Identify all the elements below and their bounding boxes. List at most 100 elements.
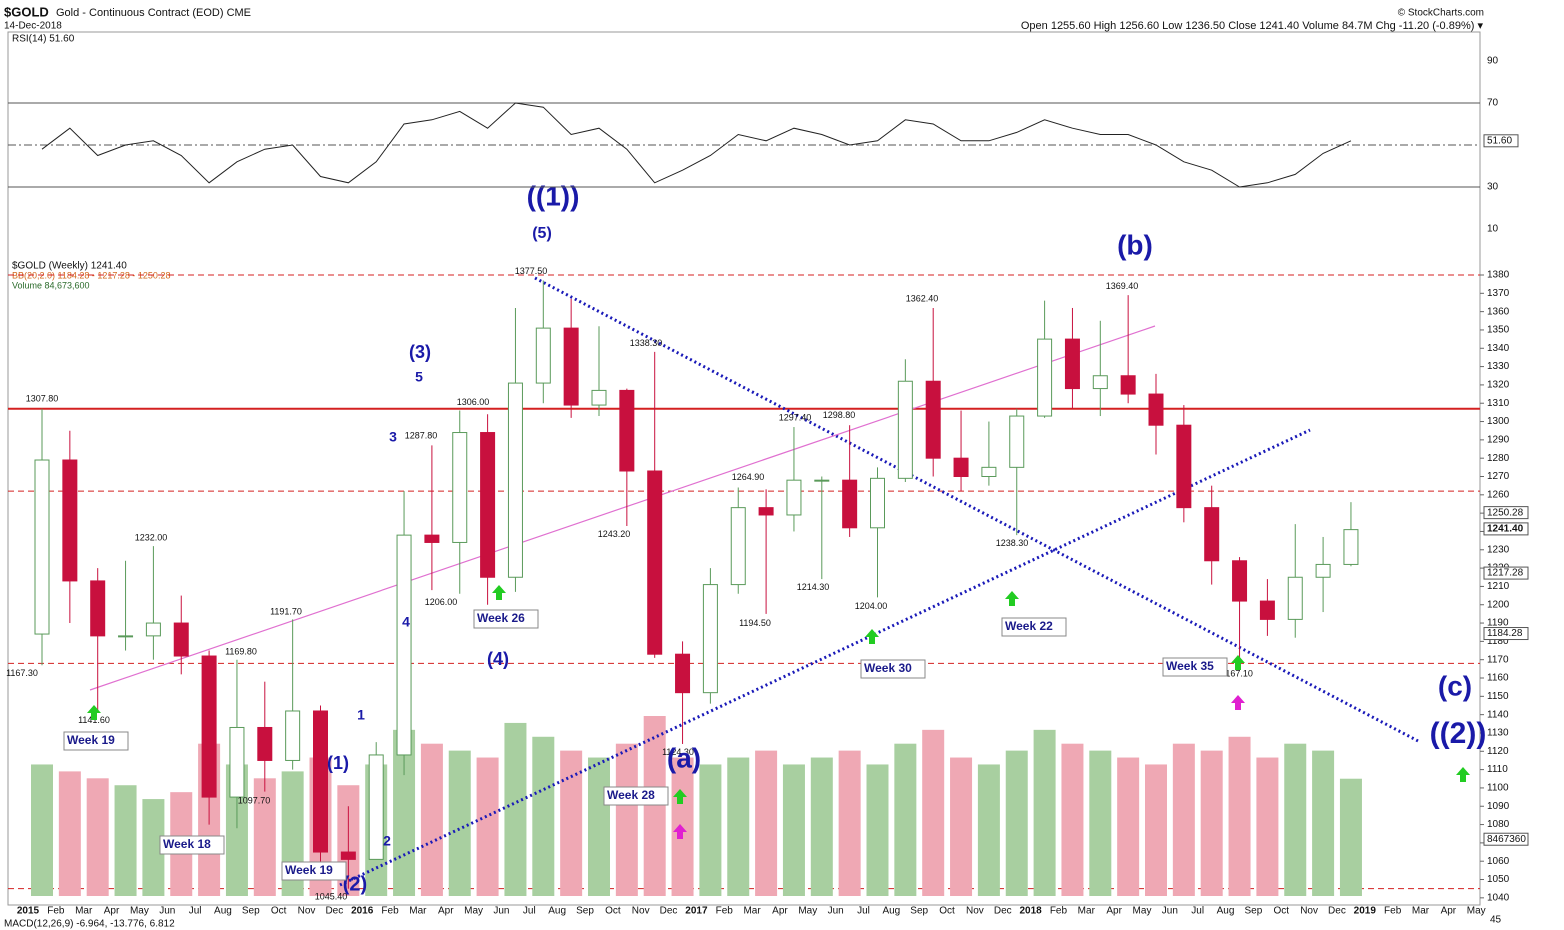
x-tick-label: Sep bbox=[576, 906, 594, 917]
volume-bar bbox=[1284, 743, 1307, 896]
candle-body bbox=[313, 710, 328, 853]
candle-body bbox=[1148, 393, 1164, 426]
x-tick-label: Dec bbox=[660, 906, 678, 917]
y-tick-label: 1060 bbox=[1487, 856, 1510, 867]
week-label: Week 26 bbox=[477, 611, 525, 625]
candle-body bbox=[1064, 338, 1080, 390]
y-tick-label: 1140 bbox=[1487, 709, 1509, 720]
x-tick-label: Dec bbox=[1328, 906, 1346, 917]
volume-bar bbox=[476, 757, 499, 896]
week-label: Week 30 bbox=[864, 661, 912, 675]
price-annotation: 1362.40 bbox=[906, 294, 939, 304]
price-annotation: 1369.40 bbox=[1106, 281, 1139, 291]
y-tick-label: 1170 bbox=[1487, 654, 1509, 665]
price-annotation: 1307.80 bbox=[26, 394, 59, 404]
week-box bbox=[473, 609, 539, 629]
volume-bar bbox=[1117, 757, 1140, 896]
x-tick-label: 2018 bbox=[1019, 906, 1042, 917]
candle-body bbox=[285, 710, 301, 761]
candle-body bbox=[396, 534, 412, 756]
arrow bbox=[492, 585, 506, 600]
candle-body bbox=[1037, 338, 1053, 417]
week-box bbox=[1162, 657, 1228, 677]
x-tick-label: Jul bbox=[1191, 906, 1204, 917]
week-box bbox=[63, 731, 129, 751]
rsi-tick-label: 10 bbox=[1487, 224, 1499, 235]
y-tick-label: 1260 bbox=[1487, 489, 1510, 500]
price-annotation: 1287.80 bbox=[405, 430, 438, 440]
x-tick-label: Aug bbox=[882, 906, 900, 917]
volume-bar bbox=[1172, 743, 1195, 896]
y-tick-label: 1370 bbox=[1487, 288, 1510, 299]
x-tick-label: Jul bbox=[523, 906, 536, 917]
wave-label: ((2)) bbox=[1430, 717, 1487, 750]
axis-label-box bbox=[1483, 566, 1529, 580]
x-tick-label: Apr bbox=[1106, 906, 1122, 917]
price-annotation: 1306.00 bbox=[457, 397, 490, 407]
y-tick-label: 1320 bbox=[1487, 380, 1510, 391]
x-tick-label: Dec bbox=[325, 906, 343, 917]
price-annotation: 1204.00 bbox=[855, 601, 888, 611]
x-tick-label: Aug bbox=[1217, 906, 1235, 917]
x-tick-label: 2019 bbox=[1354, 906, 1377, 917]
candle-body bbox=[647, 470, 663, 655]
trend-line bbox=[534, 276, 1421, 744]
wave-label: 1 bbox=[357, 707, 365, 723]
x-tick-label: Jun bbox=[828, 906, 844, 917]
price-annotation: 1264.90 bbox=[732, 472, 765, 482]
x-tick-label: Nov bbox=[632, 906, 650, 917]
x-tick-label: Nov bbox=[1300, 906, 1318, 917]
x-tick-label: Jul bbox=[189, 906, 202, 917]
candle-body bbox=[1092, 375, 1108, 390]
y-tick-label: 1150 bbox=[1487, 691, 1509, 702]
price-annotation: 1232.00 bbox=[135, 532, 168, 542]
volume-bar bbox=[1145, 764, 1167, 896]
candle-body bbox=[1287, 576, 1303, 620]
price-annotation: 1194.50 bbox=[739, 618, 771, 628]
candle-body bbox=[34, 459, 50, 635]
macd-tick: 45 bbox=[1490, 915, 1502, 926]
arrow bbox=[1456, 767, 1470, 782]
y-tick-label: 1180 bbox=[1487, 636, 1509, 647]
candle-body bbox=[675, 653, 691, 694]
candle-body bbox=[953, 457, 969, 478]
candle-body bbox=[257, 726, 273, 761]
x-tick-label: Jun bbox=[1162, 906, 1178, 917]
volume-bar bbox=[114, 785, 137, 896]
axis-label: 1250.28 bbox=[1487, 507, 1524, 518]
price-annotation: 1167.30 bbox=[6, 668, 38, 678]
x-tick-label: Mar bbox=[409, 906, 427, 917]
candle-body bbox=[535, 327, 551, 384]
y-tick-label: 1130 bbox=[1487, 728, 1509, 739]
y-tick-label: 1300 bbox=[1487, 416, 1510, 427]
candle-body bbox=[340, 851, 356, 860]
candle-body bbox=[563, 327, 579, 406]
wave-label: (a) bbox=[667, 742, 701, 773]
axis-label-box bbox=[1483, 134, 1519, 148]
week-label: Week 35 bbox=[1166, 659, 1214, 673]
x-tick-label: Apr bbox=[104, 906, 120, 917]
candle-body bbox=[730, 507, 746, 586]
y-tick-label: 1110 bbox=[1487, 764, 1508, 775]
wave-label: (1) bbox=[327, 753, 349, 773]
candle-body bbox=[229, 726, 245, 798]
x-tick-label: May bbox=[798, 906, 817, 917]
y-tick-label: 1090 bbox=[1487, 801, 1510, 812]
rsi-line bbox=[41, 102, 1352, 188]
y-tick-label: 1340 bbox=[1487, 343, 1510, 354]
x-tick-label: Oct bbox=[939, 906, 955, 917]
volume-bar bbox=[1005, 750, 1028, 896]
y-tick-label: 1350 bbox=[1487, 325, 1510, 336]
candle-body bbox=[591, 389, 607, 406]
x-tick-label: Aug bbox=[214, 906, 232, 917]
x-tick-label: Apr bbox=[438, 906, 454, 917]
candle-body bbox=[1204, 507, 1220, 562]
y-tick-label: 1100 bbox=[1487, 783, 1509, 794]
wave-label: (b) bbox=[1117, 229, 1153, 260]
volume-bar bbox=[1339, 778, 1362, 896]
price-annotation: 1167.10 bbox=[1221, 668, 1253, 678]
volume-bar bbox=[727, 757, 750, 896]
candle-body bbox=[1009, 415, 1025, 468]
x-tick-label: Sep bbox=[1245, 906, 1263, 917]
wave-label: (5) bbox=[532, 225, 552, 242]
